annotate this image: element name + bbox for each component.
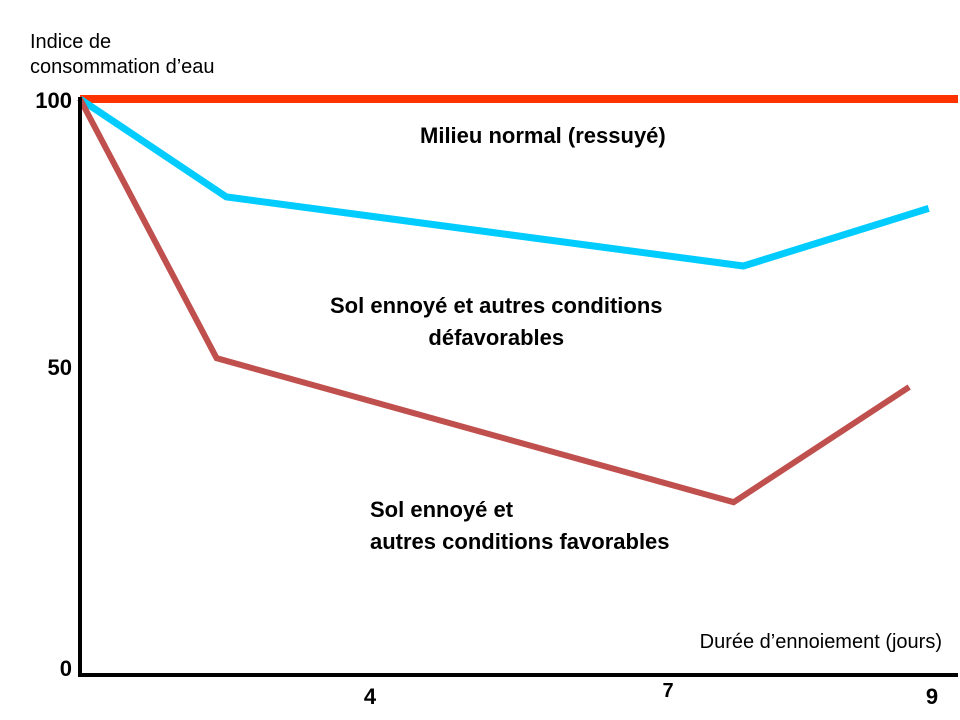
series-line-unfavorable bbox=[78, 96, 930, 270]
series-layer bbox=[77, 95, 958, 506]
y-tick-label: 50 bbox=[47, 355, 72, 380]
series-line-favorable bbox=[77, 97, 911, 506]
x-tick-label: 7 bbox=[662, 680, 674, 702]
x-axis-label: Durée d’ennoiement (jours) bbox=[699, 631, 942, 653]
y-axis-label: Indice de consommation d’eau bbox=[30, 31, 215, 78]
series-label-favorable: Sol ennoyé et autres conditions favorabl… bbox=[370, 497, 670, 554]
y-tick-label: 100 bbox=[35, 88, 72, 113]
x-tick-label: 9 bbox=[925, 684, 939, 709]
series-label-unfavorable: Sol ennoyé et autres conditions défavora… bbox=[330, 293, 663, 350]
x-tick-label: 4 bbox=[363, 684, 377, 709]
y-tick-label: 0 bbox=[59, 656, 72, 681]
series-label-normal: Milieu normal (ressuyé) bbox=[420, 123, 666, 148]
